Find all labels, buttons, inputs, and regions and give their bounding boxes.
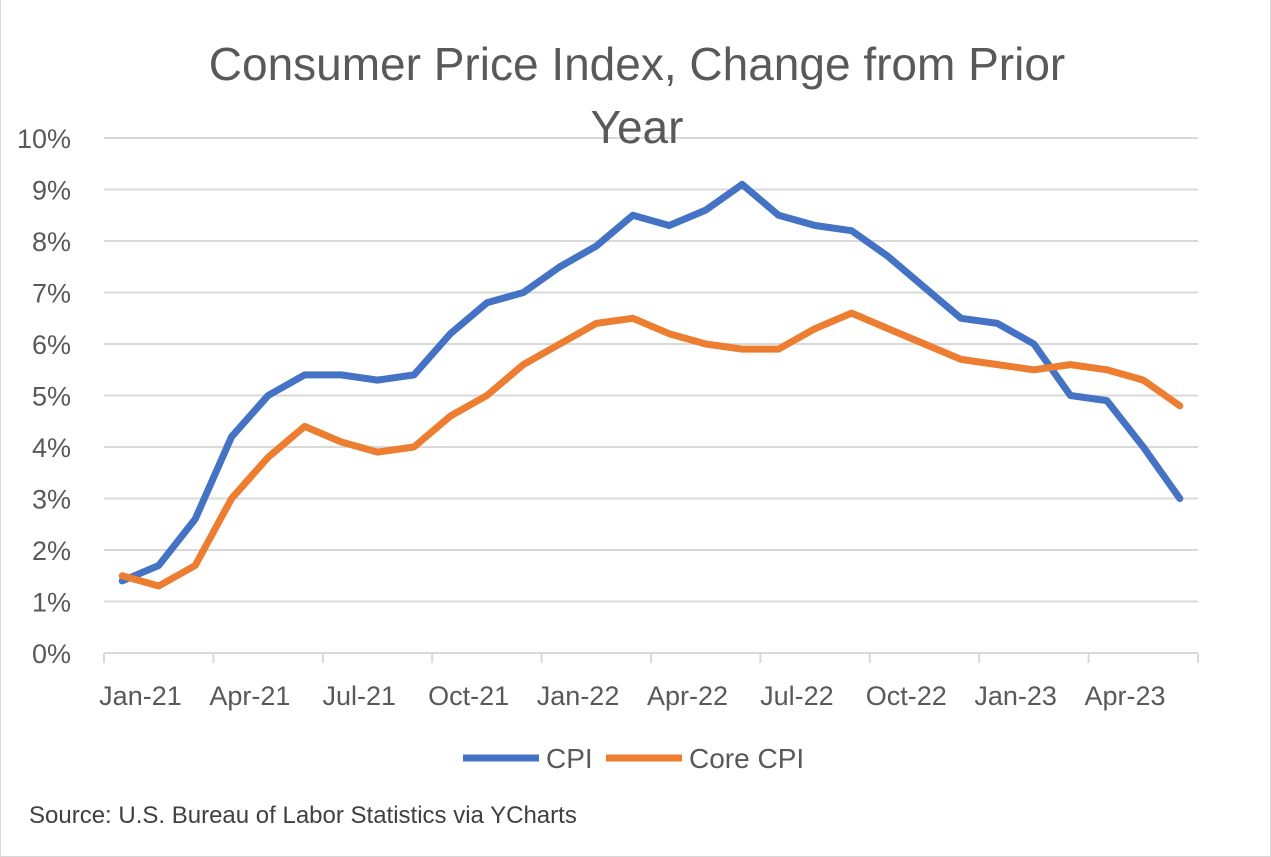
series-line-core-cpi — [118, 309, 1184, 590]
x-tick-label: Apr-23 — [1085, 681, 1166, 711]
y-tick-label: 4% — [32, 433, 71, 463]
x-tick-label: Oct-22 — [866, 681, 947, 711]
y-tick-label: 6% — [32, 330, 71, 360]
y-tick-label: 8% — [32, 227, 71, 257]
x-tick-label: Jan-23 — [974, 681, 1057, 711]
y-axis-tick-labels: 0% 1% 2% 3% 4% 5% 6% 7% 8% 9% 10% — [17, 124, 71, 669]
legend: CPI Core CPI — [463, 743, 804, 774]
y-tick-label: 0% — [32, 639, 71, 669]
y-tick-label: 1% — [32, 588, 71, 618]
gridlines — [104, 137, 1198, 603]
y-tick-label: 10% — [17, 124, 71, 154]
x-axis — [103, 652, 1199, 663]
y-tick-label: 5% — [32, 382, 71, 412]
legend-label-core-cpi: Core CPI — [689, 743, 804, 774]
x-tick-label: Apr-22 — [647, 681, 728, 711]
source-note: Source: U.S. Bureau of Labor Statistics … — [29, 802, 577, 829]
x-tick-label: Apr-21 — [209, 681, 290, 711]
series-line-cpi — [118, 180, 1184, 585]
series-lines — [118, 180, 1184, 590]
y-tick-label: 3% — [32, 485, 71, 515]
y-tick-label: 9% — [32, 176, 71, 206]
x-axis-tick-labels: Jan-21 Apr-21 Jul-21 Oct-21 Jan-22 Apr-22 Jul-… — [99, 681, 1165, 711]
y-tick-label: 2% — [32, 536, 71, 566]
x-tick-label: Oct-21 — [428, 681, 509, 711]
chart-title-line-1: Consumer Price Index, Change from Prior — [209, 38, 1065, 90]
x-tick-label: Jul-22 — [760, 681, 834, 711]
x-tick-label: Jul-21 — [322, 681, 396, 711]
x-tick-label: Jan-22 — [537, 681, 620, 711]
y-tick-label: 7% — [32, 279, 71, 309]
x-tick-label: Jan-21 — [99, 681, 182, 711]
chart-title-line-2: Year — [591, 101, 684, 153]
legend-label-cpi: CPI — [546, 743, 593, 774]
